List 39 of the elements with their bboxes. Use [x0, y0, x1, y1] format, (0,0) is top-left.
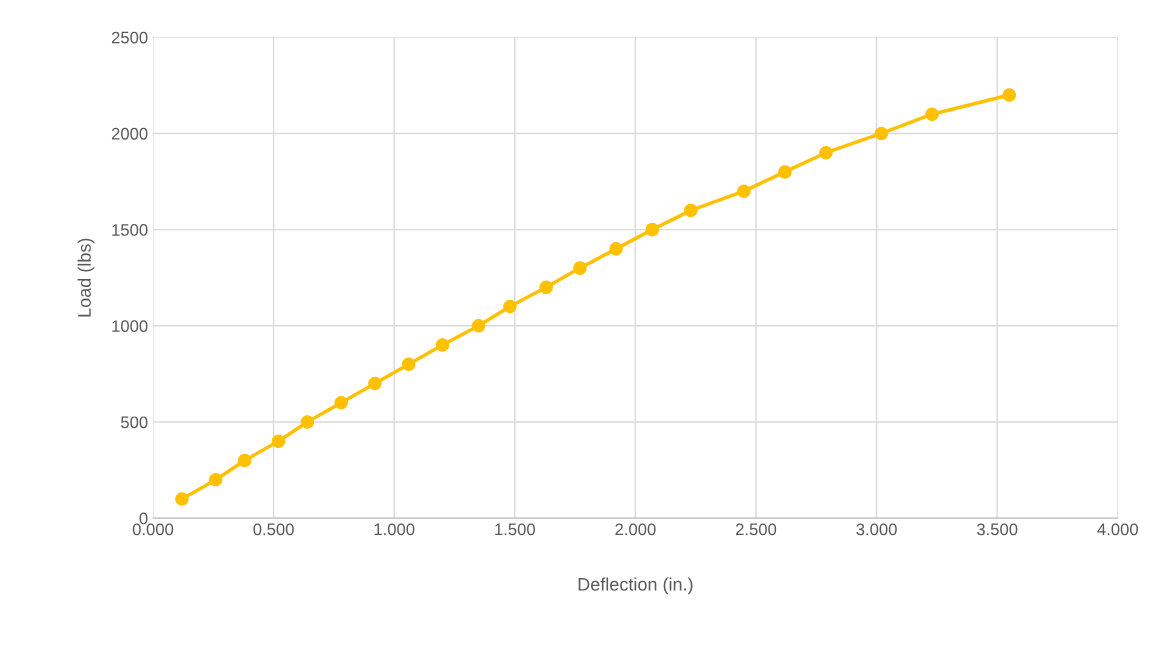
- x-tick-label: 3.500: [976, 523, 1018, 536]
- point: [573, 261, 587, 275]
- x-tick-label: 1.000: [374, 523, 415, 536]
- point: [503, 299, 517, 314]
- x-axis-title: Deflection (in.): [578, 577, 693, 595]
- x-tick-label: 3.000: [856, 523, 897, 536]
- y-tick-label: 1000: [112, 320, 148, 333]
- x-tick-label: 4.000: [1097, 523, 1138, 536]
- point: [609, 242, 623, 256]
- y-tick-label: 1500: [112, 224, 148, 236]
- point: [368, 376, 382, 391]
- y-tick-label: 0: [139, 512, 148, 525]
- point: [271, 434, 286, 448]
- y-tick-label: 500: [121, 416, 148, 429]
- point: [401, 357, 416, 372]
- point: [435, 338, 450, 352]
- x-tick-label: 1.500: [495, 523, 535, 536]
- point: [645, 222, 660, 237]
- point: [684, 203, 698, 218]
- point: [175, 492, 189, 506]
- x-tick-label: 0.500: [253, 523, 294, 536]
- y-axis-title: Load (lbs): [77, 238, 95, 317]
- point: [778, 165, 792, 179]
- point: [334, 395, 348, 410]
- point: [737, 184, 751, 198]
- point: [471, 319, 486, 333]
- point: [925, 107, 939, 121]
- point: [819, 145, 833, 160]
- point: [208, 472, 223, 487]
- point: [1002, 88, 1017, 102]
- point: [300, 415, 315, 429]
- point: [237, 453, 252, 468]
- y-tick-label: 2000: [111, 127, 148, 140]
- x-tick-label: 2.000: [615, 523, 656, 536]
- y-tick-label: 2500: [111, 31, 148, 44]
- x-tick-label: 0.000: [132, 523, 174, 536]
- point: [539, 280, 553, 295]
- x-tick-label: 2.500: [735, 523, 777, 536]
- point: [874, 126, 889, 141]
